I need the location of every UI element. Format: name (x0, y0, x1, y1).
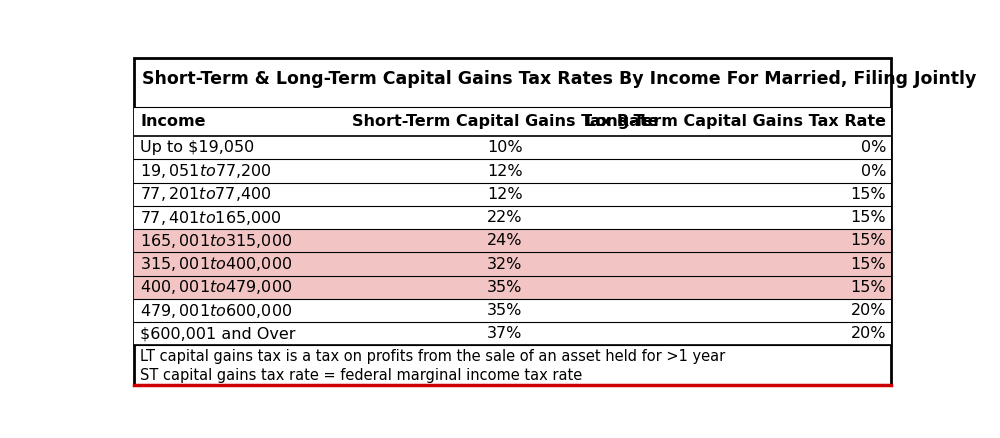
Text: ST capital gains tax rate = federal marginal income tax rate: ST capital gains tax rate = federal marg… (140, 368, 583, 383)
Text: 35%: 35% (487, 303, 523, 318)
Bar (134, 107, 891, 136)
Text: $19,051 to $77,200: $19,051 to $77,200 (140, 162, 272, 180)
Bar (134, 159, 891, 183)
Text: Short-Term Capital Gains Tax Rate: Short-Term Capital Gains Tax Rate (352, 114, 658, 129)
Text: Long-Term Capital Gains Tax Rate: Long-Term Capital Gains Tax Rate (585, 114, 886, 129)
Bar (134, 276, 891, 299)
Text: $165,001 to $315,000: $165,001 to $315,000 (140, 232, 293, 250)
Text: 15%: 15% (851, 210, 886, 225)
Text: $400,001 to $479,000: $400,001 to $479,000 (140, 278, 293, 297)
Text: 12%: 12% (487, 187, 523, 202)
Text: 24%: 24% (487, 233, 523, 248)
Text: $479,001 to $600,000: $479,001 to $600,000 (140, 302, 293, 320)
Bar (134, 136, 891, 159)
Text: 15%: 15% (851, 233, 886, 248)
Text: Up to $19,050: Up to $19,050 (140, 140, 255, 155)
Text: $77,201 to $77,400: $77,201 to $77,400 (140, 185, 272, 203)
Text: 37%: 37% (487, 326, 523, 341)
Text: 15%: 15% (851, 257, 886, 272)
Bar (134, 252, 891, 276)
Text: 12%: 12% (487, 164, 523, 179)
Text: $315,001 to $400,000: $315,001 to $400,000 (140, 255, 293, 273)
Bar (134, 229, 891, 252)
Bar (134, 322, 891, 346)
Text: Income: Income (140, 114, 206, 129)
Text: 15%: 15% (851, 280, 886, 295)
Text: 15%: 15% (851, 187, 886, 202)
Text: 20%: 20% (851, 326, 886, 341)
Text: 32%: 32% (487, 257, 523, 272)
Bar (134, 206, 891, 229)
Text: 0%: 0% (861, 164, 886, 179)
Text: 35%: 35% (487, 280, 523, 295)
Text: 0%: 0% (861, 140, 886, 155)
Text: 10%: 10% (487, 140, 523, 155)
Text: 22%: 22% (487, 210, 523, 225)
Bar (134, 299, 891, 322)
Bar (134, 183, 891, 206)
Text: $600,001 and Over: $600,001 and Over (140, 326, 296, 341)
Text: Short-Term & Long-Term Capital Gains Tax Rates By Income For Married, Filing Joi: Short-Term & Long-Term Capital Gains Tax… (142, 70, 976, 88)
Text: 20%: 20% (851, 303, 886, 318)
Text: $77,401 to $165,000: $77,401 to $165,000 (140, 208, 282, 226)
Text: LT capital gains tax is a tax on profits from the sale of an asset held for >1 y: LT capital gains tax is a tax on profits… (140, 349, 726, 364)
